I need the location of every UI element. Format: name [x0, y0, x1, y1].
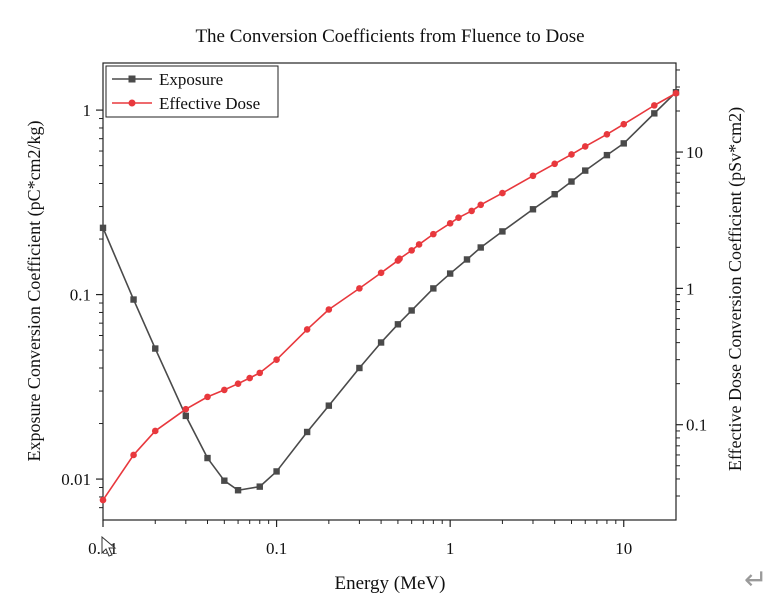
data-point-effective-dose: [99, 496, 107, 504]
data-point-exposure: [204, 454, 211, 462]
data-point-exposure: [377, 339, 385, 346]
data-point-exposure: [394, 321, 402, 328]
data-point-effective-dose: [204, 393, 211, 401]
data-point-exposure: [463, 256, 471, 263]
legend-effective-dose-marker: [128, 99, 136, 107]
legend-effective-dose-label: Effective Dose: [159, 94, 260, 113]
y-left-tick-label: 1: [83, 101, 92, 120]
y-left-tick-label: 0.1: [70, 286, 91, 305]
data-point-effective-dose: [356, 285, 363, 292]
data-point-effective-dose: [672, 89, 680, 97]
y-axis-right: 0.1 1 10: [676, 69, 707, 497]
data-point-exposure: [499, 228, 506, 235]
x-tick-label: 0.1: [266, 539, 287, 558]
data-point-effective-dose: [151, 427, 159, 435]
legend-box: [105, 65, 279, 118]
data-point-effective-dose: [551, 160, 558, 168]
y-right-tick-label: 0.1: [686, 416, 707, 435]
data-point-effective-dose: [620, 120, 628, 128]
data-point-effective-dose: [568, 151, 575, 158]
data-point-exposure: [568, 178, 575, 185]
data-point-effective-dose: [234, 380, 242, 387]
data-point-effective-dose: [529, 172, 537, 180]
data-point-exposure: [620, 140, 627, 147]
move-cursor-icon: [101, 536, 117, 557]
data-point-effective-dose: [182, 405, 190, 413]
series-layer: [99, 89, 680, 504]
y-axis-left: 0.01 0.1 1: [61, 101, 103, 509]
data-point-effective-dose: [256, 369, 264, 377]
data-point-exposure: [273, 468, 280, 475]
data-point-exposure: [603, 151, 611, 159]
data-point-exposure: [430, 285, 437, 292]
data-point-effective-dose: [446, 220, 454, 227]
data-point-effective-dose: [455, 214, 462, 221]
data-point-exposure: [303, 428, 311, 436]
data-point-effective-dose: [468, 207, 475, 215]
data-point-exposure: [325, 402, 333, 409]
chart-title: The Conversion Coefficients from Fluence…: [195, 26, 584, 47]
legend: Exposure Effective Dose: [105, 65, 279, 118]
data-point-effective-dose: [603, 130, 611, 138]
data-point-effective-dose: [246, 374, 253, 382]
plot-frame: [102, 62, 677, 521]
data-point-exposure: [130, 296, 137, 303]
data-point-exposure: [356, 364, 363, 372]
data-point-exposure: [152, 345, 159, 352]
data-point-effective-dose: [477, 201, 485, 209]
data-point-exposure: [551, 191, 558, 198]
data-point-effective-dose: [130, 451, 137, 459]
data-point-exposure: [477, 244, 484, 251]
data-point-exposure: [221, 477, 228, 484]
x-tick-label: 10: [615, 539, 632, 558]
y-left-tick-label: 0.01: [61, 470, 91, 489]
series-line-exposure: [102, 91, 677, 492]
y-right-tick-label: 10: [686, 143, 703, 162]
x-tick-label: 1: [446, 539, 455, 558]
data-point-exposure: [182, 412, 190, 420]
data-point-exposure: [651, 110, 658, 117]
data-point-effective-dose: [325, 306, 333, 313]
data-point-effective-dose: [408, 247, 415, 254]
y-axis-right-label: Effective Dose Conversion Coefficient (p…: [725, 107, 746, 471]
data-point-effective-dose: [651, 102, 658, 109]
data-point-exposure: [256, 483, 263, 490]
y-right-tick-label: 1: [686, 279, 695, 298]
data-point-effective-dose: [396, 255, 403, 263]
data-point-exposure: [99, 224, 107, 232]
legend-exposure-marker: [128, 75, 136, 83]
series-line-effective-dose: [102, 92, 677, 501]
data-point-effective-dose: [377, 269, 385, 277]
x-axis-label: Energy (MeV): [335, 573, 446, 594]
data-point-exposure: [529, 206, 537, 213]
data-point-exposure: [234, 487, 242, 494]
data-point-exposure: [446, 270, 454, 277]
data-point-effective-dose: [303, 326, 311, 333]
data-point-effective-dose: [430, 230, 437, 238]
legend-exposure-label: Exposure: [159, 70, 223, 89]
data-point-effective-dose: [499, 189, 506, 197]
y-axis-left-label: Exposure Conversion Coefficient (pC*cm2/…: [24, 120, 45, 461]
data-point-exposure: [408, 307, 415, 314]
data-point-effective-dose: [581, 143, 589, 150]
data-point-effective-dose: [415, 241, 423, 248]
data-point-exposure: [582, 167, 589, 174]
data-point-effective-dose: [221, 386, 228, 394]
return-arrow-icon: ↵: [744, 563, 768, 596]
data-point-effective-dose: [273, 356, 280, 363]
